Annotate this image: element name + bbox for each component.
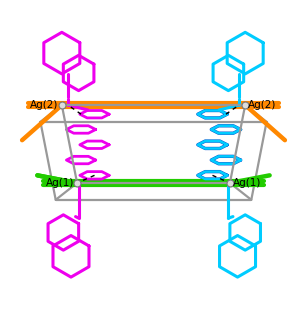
Text: Ag(2): Ag(2) <box>248 100 277 110</box>
Text: Ag(1): Ag(1) <box>233 178 261 188</box>
Text: Ag(2): Ag(2) <box>30 100 59 110</box>
Text: Ag(1): Ag(1) <box>46 178 74 188</box>
